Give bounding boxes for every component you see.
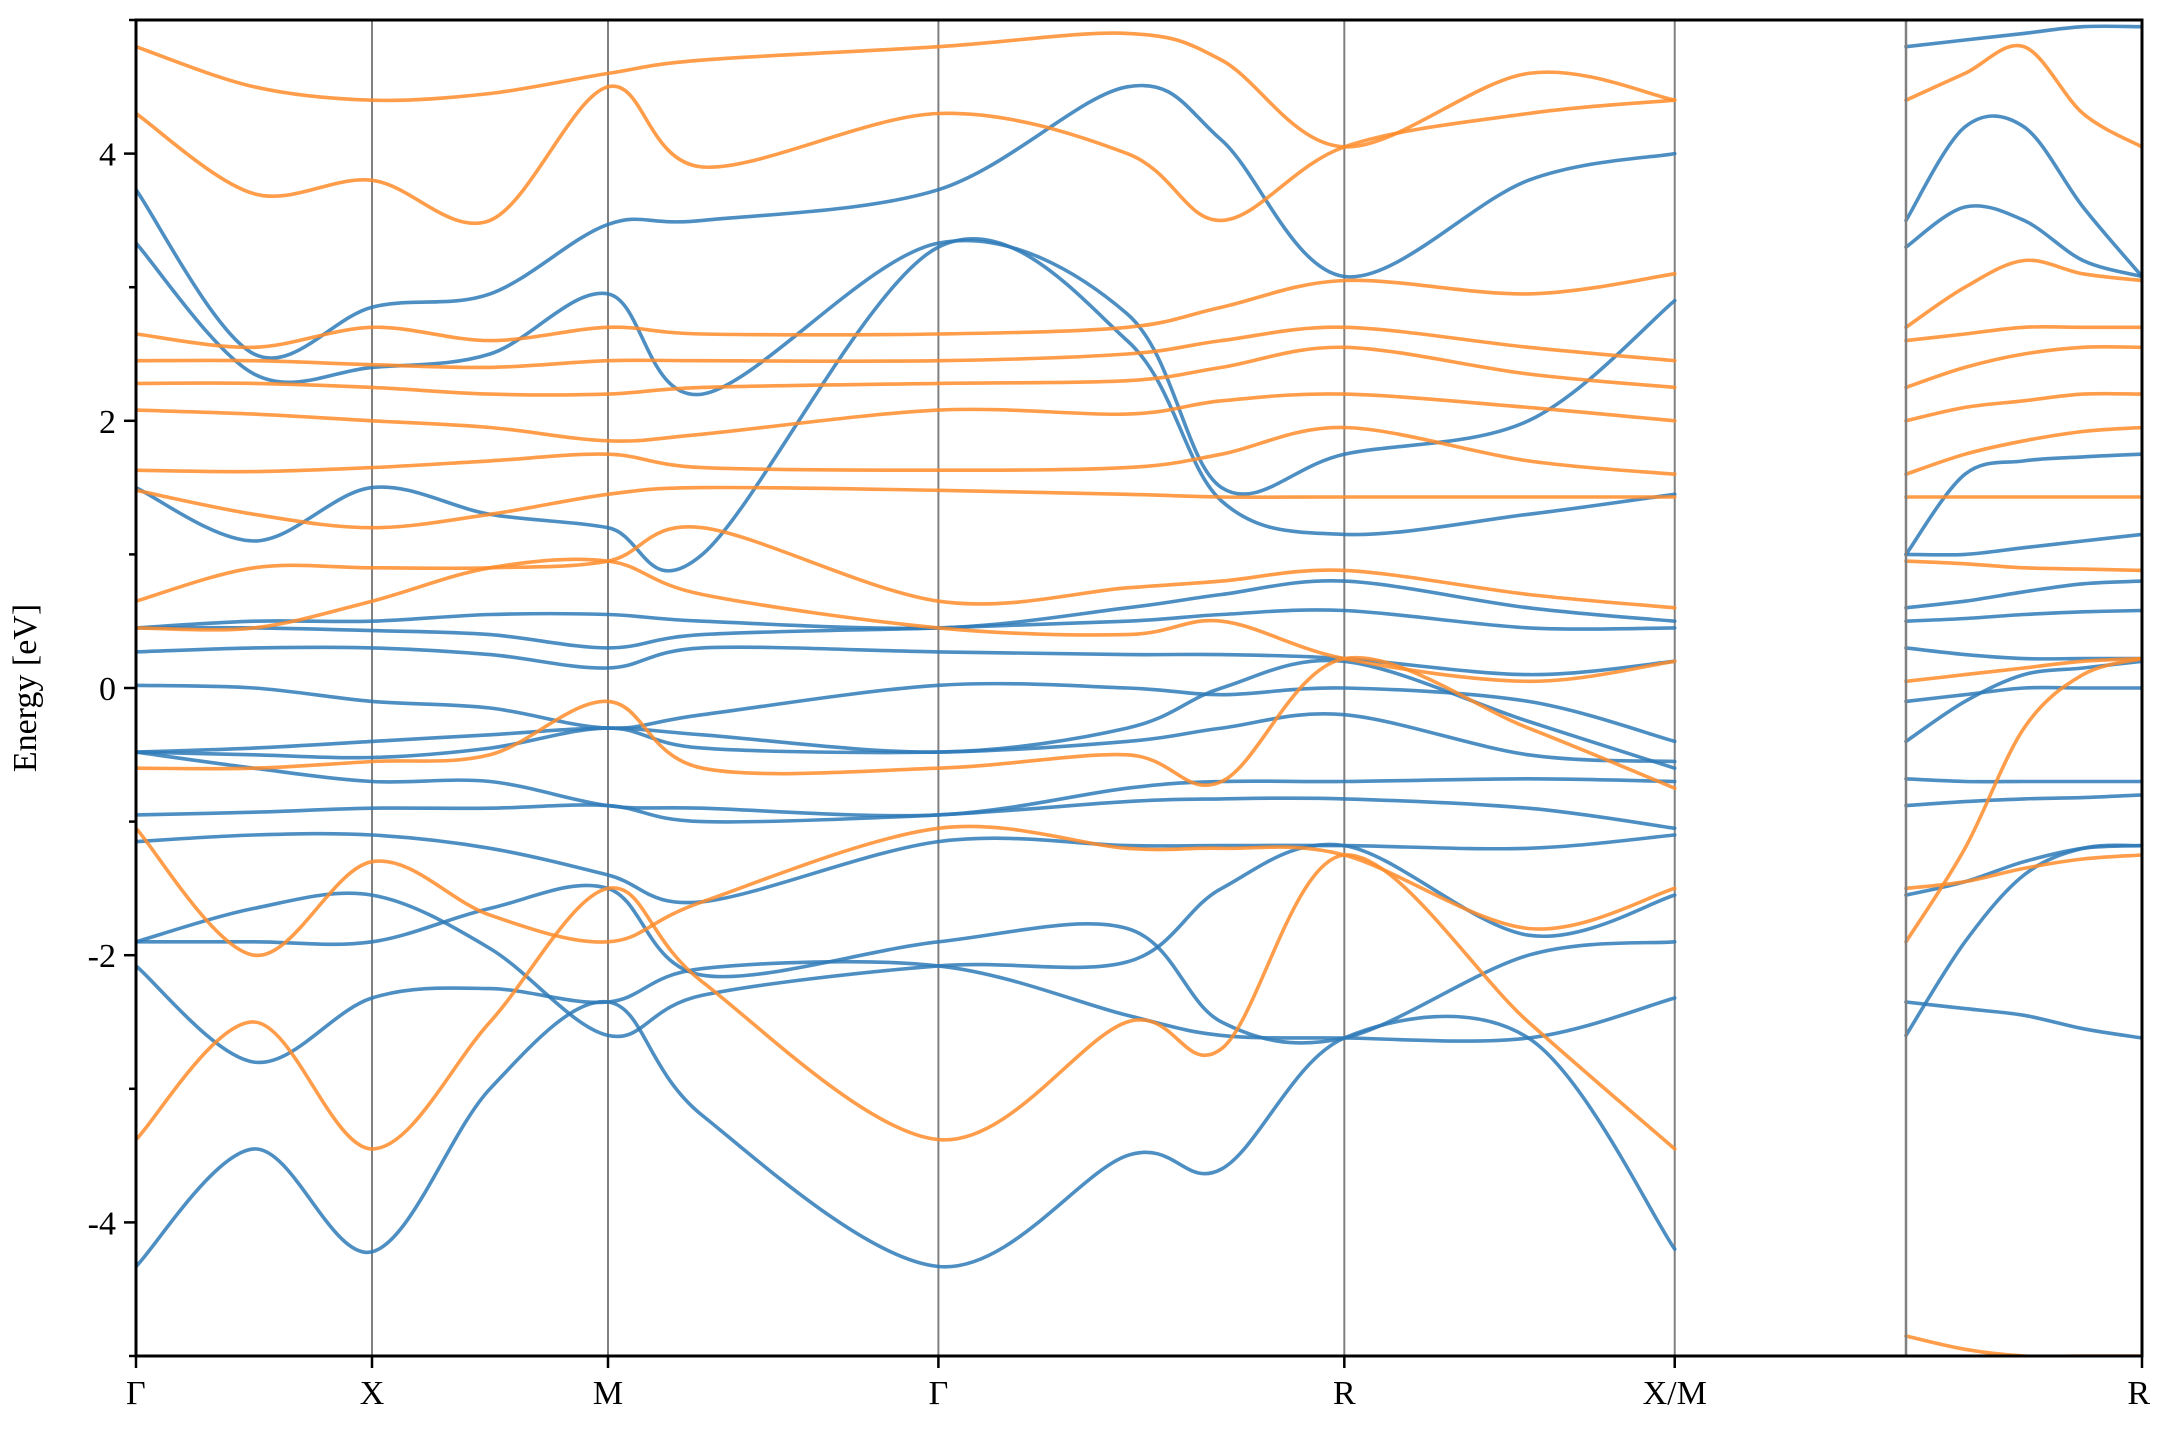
band-line-2-2 xyxy=(1904,843,2142,897)
band-line-2-4 xyxy=(1904,777,2142,784)
y-tick-label-0: -4 xyxy=(88,1205,116,1242)
band-line-0-14 xyxy=(136,238,1677,496)
band-line-1-6 xyxy=(136,425,1677,476)
y-tick-label-1: -2 xyxy=(88,938,116,975)
band-line-2-13 xyxy=(1904,114,2142,279)
band-line-2-9 xyxy=(1904,579,2142,610)
band-line-1-3 xyxy=(136,557,1677,684)
x-axis: Γ X M Γ R X/M R xyxy=(126,1356,2150,1412)
band-line-3-5 xyxy=(1904,425,2142,476)
band-line-3-11 xyxy=(1904,1334,2142,1356)
band-line-1-0 xyxy=(136,853,1677,1151)
band-line-3-1 xyxy=(1904,656,2142,944)
band-line-0-2 xyxy=(136,883,1677,1045)
band-line-0-3 xyxy=(136,842,1677,1039)
band-line-0-12 xyxy=(136,579,1677,631)
band-line-0-4 xyxy=(136,831,1677,905)
band-line-3-6 xyxy=(1904,391,2142,423)
band-line-3-10 xyxy=(1904,43,2142,149)
x-tick-label-4: R xyxy=(1333,1375,1356,1412)
band-line-1-11 xyxy=(136,84,1677,226)
x-tick-label-5: X/M xyxy=(1643,1375,1707,1412)
band-line-1-12 xyxy=(136,31,1677,149)
band-line-2-10 xyxy=(1904,532,2142,557)
band-line-1-10 xyxy=(136,272,1677,350)
band-line-2-8 xyxy=(1904,608,2142,623)
y-axis-title: Energy [eV] xyxy=(7,604,44,772)
band-line-0-13 xyxy=(136,237,1677,573)
y-tick-label-4: 4 xyxy=(99,137,116,174)
band-line-2-12 xyxy=(1904,204,2142,279)
band-line-1-9 xyxy=(136,325,1677,370)
band-line-3-0 xyxy=(1904,853,2142,891)
band-lines xyxy=(136,24,2142,1356)
band-line-1-5 xyxy=(136,485,1677,530)
band-line-0-1 xyxy=(136,959,1677,1065)
band-line-0-7 xyxy=(136,712,1677,764)
band-line-2-11 xyxy=(1904,452,2142,557)
band-line-1-8 xyxy=(136,345,1677,397)
band-line-3-9 xyxy=(1904,258,2142,330)
x-tick-label-0: Γ xyxy=(126,1375,146,1412)
band-line-2-6 xyxy=(1904,685,2142,704)
band-line-3-8 xyxy=(1904,325,2142,343)
x-tick-label-2: M xyxy=(593,1375,623,1412)
y-tick-label-3: 2 xyxy=(99,404,116,441)
x-tick-label-6: R xyxy=(2127,1375,2150,1412)
band-line-2-14 xyxy=(1904,24,2142,49)
band-line-3-7 xyxy=(1904,345,2142,390)
band-line-1-1 xyxy=(136,824,1677,958)
band-line-0-0 xyxy=(136,1000,1677,1269)
y-axis: -4 -2 0 2 4 xyxy=(88,18,136,1358)
band-line-2-3 xyxy=(1904,793,2142,808)
band-line-1-2 xyxy=(136,655,1677,790)
band-line-0-5 xyxy=(136,796,1677,831)
y-tick-label-2: 0 xyxy=(99,671,116,708)
band-line-1-7 xyxy=(136,392,1677,443)
band-line-0-9 xyxy=(136,681,1677,744)
band-line-2-0 xyxy=(1904,1000,2142,1040)
band-line-0-15 xyxy=(136,83,1677,360)
band-line-1-4 xyxy=(136,525,1677,610)
band-line-3-3 xyxy=(1904,559,2142,573)
x-tick-label-1: X xyxy=(360,1375,385,1412)
x-tick-label-3: Γ xyxy=(929,1375,949,1412)
band-line-0-8 xyxy=(136,658,1677,770)
band-line-3-2 xyxy=(1904,656,2142,684)
band-line-0-6 xyxy=(136,750,1677,818)
